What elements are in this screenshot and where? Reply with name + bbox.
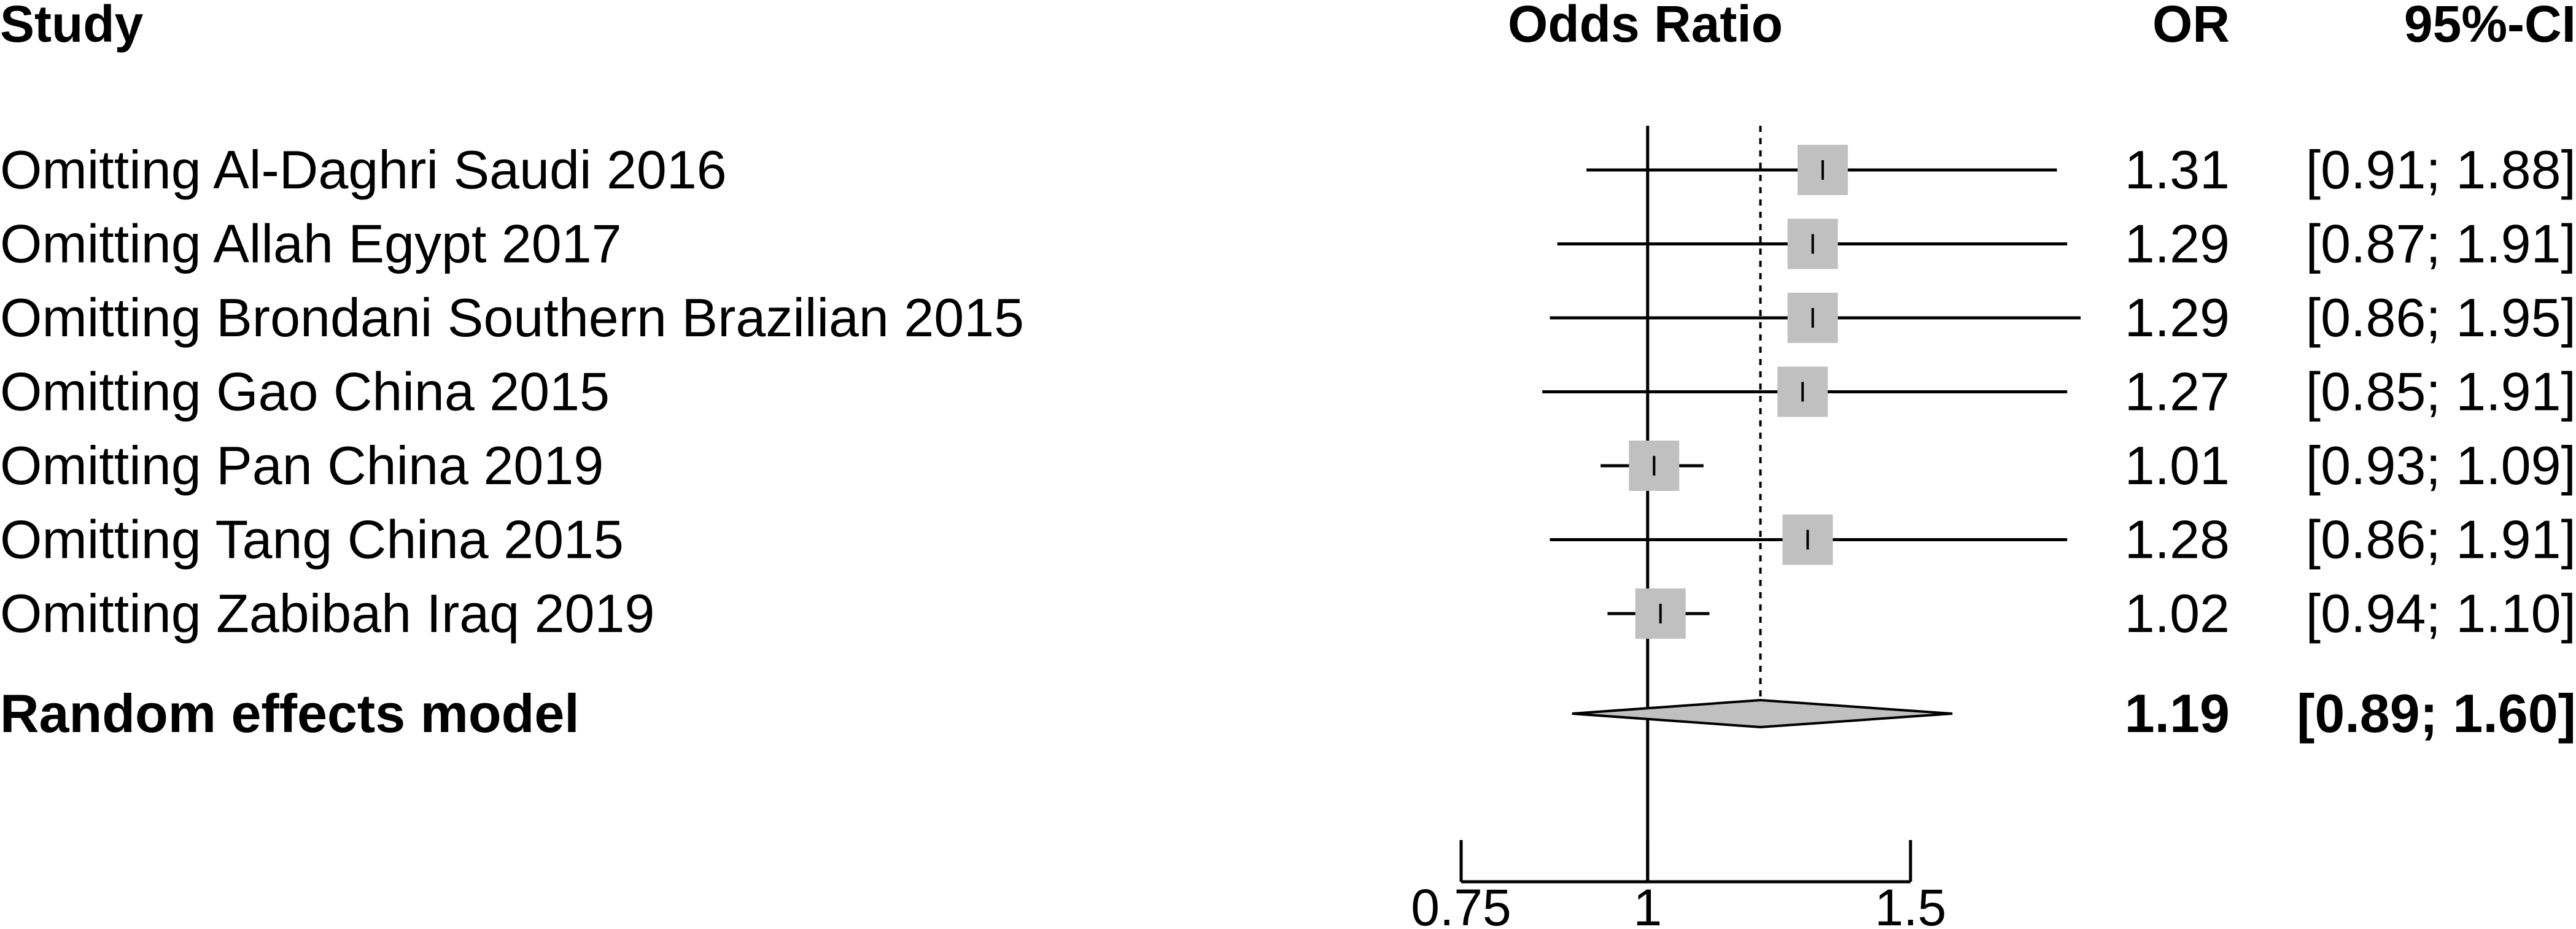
or-value: 1.31 [2125,139,2230,200]
tick-label: 0.75 [1411,879,1511,929]
study-row: Omitting Gao China 2015 1.27 [0.85; 1.91] [0,361,2576,422]
header-ci: 95%-CI [2404,0,2576,53]
study-label: Omitting Allah Egypt 2017 [0,214,622,274]
header-study: Study [0,0,144,53]
study-label: Omitting Zabibah Iraq 2019 [0,583,654,644]
or-value: 1.27 [2125,361,2230,422]
pooled-diamond [1572,698,1953,729]
ci-value: [0.87; 1.91] [2306,214,2576,274]
study-label: Omitting Al-Daghri Saudi 2016 [0,139,727,200]
or-value: 1.02 [2125,583,2230,644]
study-row: Omitting Zabibah Iraq 2019 1.02 [0.94; 1.1… [0,583,2576,644]
study-row: Omitting Brondani Southern Brazilian 201… [0,287,2576,348]
or-value: 1.28 [2125,509,2230,570]
or-value: 1.29 [2125,287,2230,348]
study-label: Omitting Brondani Southern Brazilian 201… [0,287,1024,348]
ci-value: [0.86; 1.91] [2306,509,2576,570]
ci-value: [0.93; 1.09] [2306,435,2576,496]
pooled-label: Random effects model [0,683,580,744]
pooled-or-value: 1.19 [2125,683,2230,744]
study-rows: Omitting Al-Daghri Saudi 2016 1.31 [0.91; … [0,139,2576,644]
x-axis: 0.75 1.5 1 [1411,840,1946,929]
tick-label: 1.5 [1875,879,1947,929]
study-row: Omitting Pan China 2019 1.01 [0.93; 1.09] [0,435,2576,496]
pooled-row: Random effects model 1.19 [0.89; 1.60] [0,683,2576,744]
ci-value: [0.91; 1.88] [2306,139,2576,200]
study-label: Omitting Tang China 2015 [0,509,624,570]
pooled-ci-value: [0.89; 1.60] [2297,683,2576,744]
ci-value: [0.86; 1.95] [2306,287,2576,348]
study-row: Omitting Al-Daghri Saudi 2016 1.31 [0.91; … [0,139,2576,200]
tick-label: 1 [1633,879,1662,929]
study-label: Omitting Pan China 2019 [0,435,603,496]
header-odds-ratio: Odds Ratio [1508,0,1783,53]
or-value: 1.29 [2125,214,2230,274]
study-label: Omitting Gao China 2015 [0,361,610,422]
study-row: Omitting Allah Egypt 2017 1.29 [0.87; 1.91… [0,214,2576,274]
ci-value: [0.85; 1.91] [2306,361,2576,422]
or-value: 1.01 [2125,435,2230,496]
study-row: Omitting Tang China 2015 1.28 [0.86; 1.91] [0,509,2576,570]
ci-value: [0.94; 1.10] [2306,583,2576,644]
header-or: OR [2152,0,2230,53]
